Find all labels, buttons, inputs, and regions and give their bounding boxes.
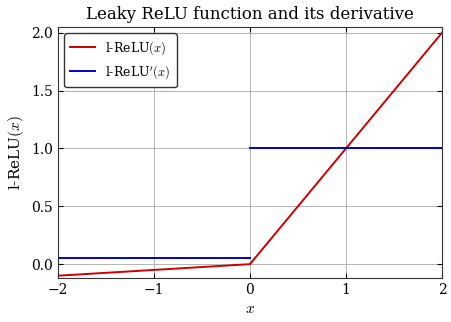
Legend: l-ReLU$(x)$, l-ReLU$'(x)$: l-ReLU$(x)$, l-ReLU$'(x)$ — [64, 33, 176, 87]
l-ReLU$(x)$ — [210, 264, 216, 268]
l-ReLU$'(x)$ — [146, 256, 152, 260]
Y-axis label: l-ReLU$(x)$: l-ReLU$(x)$ — [5, 115, 26, 190]
l-ReLU$(x)$ — [361, 124, 366, 128]
l-ReLU$'(x)$ — [159, 256, 164, 260]
l-ReLU$'(x)$ — [212, 256, 217, 260]
l-ReLU$(x)$ — [55, 274, 60, 278]
l-ReLU$'(x)$ — [247, 256, 252, 260]
l-ReLU$(x)$ — [354, 133, 359, 137]
l-ReLU$(x)$ — [224, 264, 230, 268]
l-ReLU$(x)$ — [438, 31, 444, 34]
l-ReLU$'(x)$ — [169, 256, 175, 260]
Line: l-ReLU$(x)$: l-ReLU$(x)$ — [58, 33, 441, 276]
X-axis label: $x$: $x$ — [244, 302, 254, 317]
l-ReLU$(x)$ — [94, 271, 100, 275]
l-ReLU$'(x)$ — [147, 256, 152, 260]
Title: Leaky ReLU function and its derivative: Leaky ReLU function and its derivative — [86, 5, 413, 23]
l-ReLU$(x)$ — [318, 176, 323, 180]
l-ReLU$'(x)$ — [242, 256, 248, 260]
l-ReLU$'(x)$ — [55, 256, 60, 260]
